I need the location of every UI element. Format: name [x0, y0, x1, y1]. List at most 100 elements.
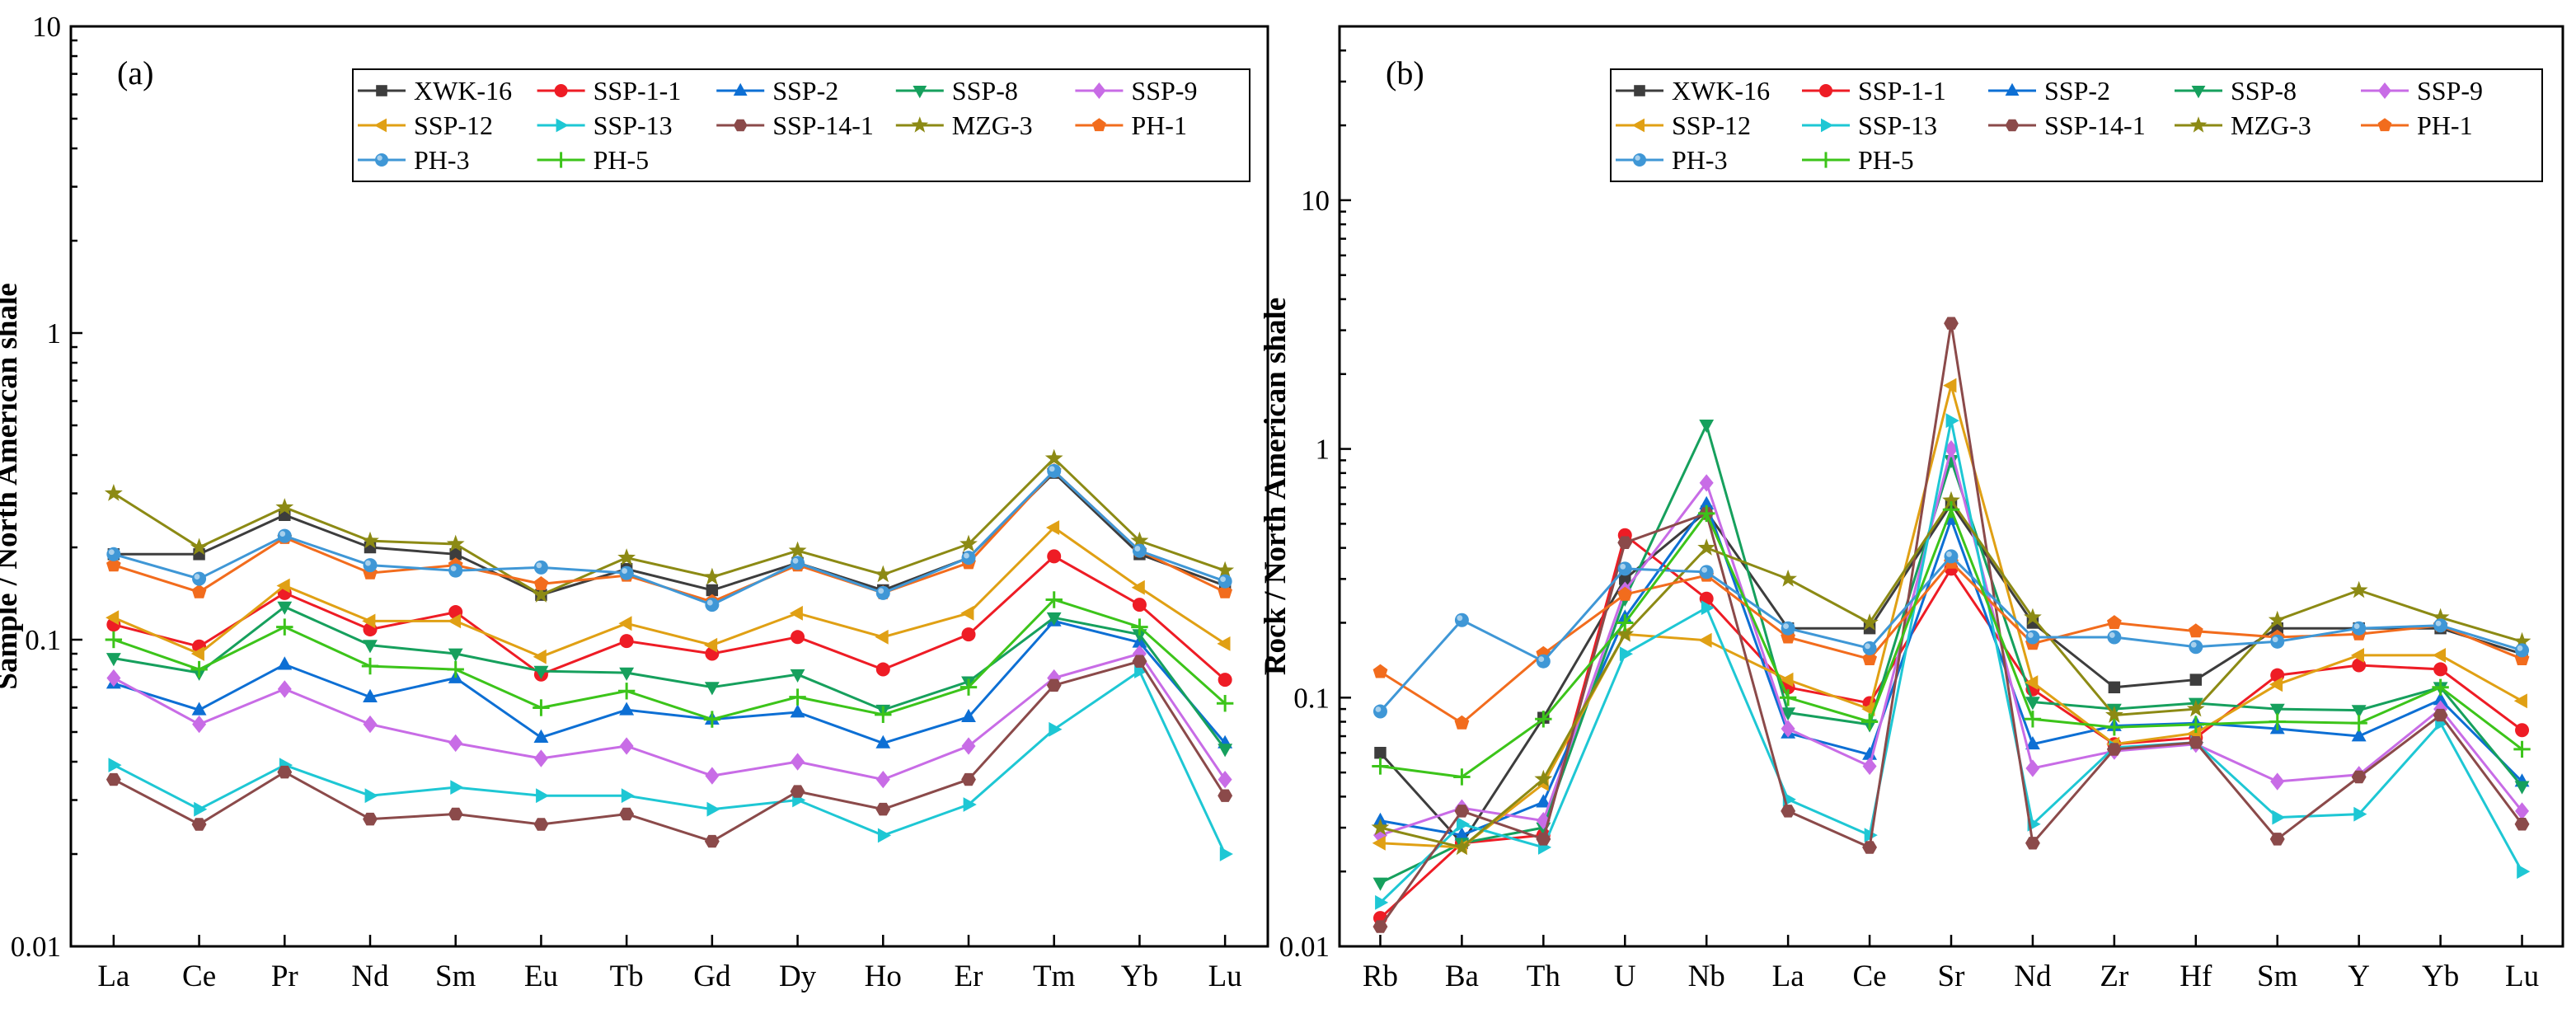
data-point-a-ssp-12-gd	[704, 637, 718, 653]
data-point-b-ssp-12-lu	[2513, 693, 2527, 709]
data-point-a-ssp-14-1-ho	[875, 802, 891, 816]
data-point-b-ssp-12-sm	[2269, 677, 2283, 692]
y-tick-label-b: 10	[1301, 185, 1330, 217]
data-point-a-ssp-14-1-eu	[533, 818, 549, 831]
data-point-b-ssp-14-1-nd	[2025, 837, 2040, 850]
data-point-a-ssp-12-sm	[447, 613, 462, 629]
data-point-b-ssp-14-1-y	[2351, 770, 2367, 784]
series-group-a	[104, 448, 1235, 861]
legend-item-a-xwk-16: XWK-16	[358, 76, 512, 106]
data-point-a-ph-5-tm	[1045, 591, 1063, 608]
data-point-a-ssp-14-1-lu	[1218, 789, 1233, 802]
data-point-a-ssp-13-er	[963, 797, 977, 812]
data-point-a-ssp-13-tb	[621, 788, 635, 804]
legend-label-a-ssp-13: SSP-13	[594, 110, 673, 140]
legend-label-b-ssp-12: SSP-12	[1672, 110, 1751, 140]
data-point-b-ph-3-sm	[2270, 634, 2285, 649]
data-point-a-ssp-1-1-tb	[619, 634, 634, 649]
data-point-b-ph-1-rb	[1372, 664, 1388, 678]
x-tick-label-a-sm: Sm	[435, 960, 476, 993]
data-point-a-ph-5-tb	[617, 683, 636, 700]
data-point-a-ssp-13-nd	[364, 788, 378, 804]
data-point-a-ssp-8-pr	[277, 601, 293, 615]
series-line-a-ssp-14-1	[113, 659, 1227, 843]
legend-label-b-ph-1: PH-1	[2417, 110, 2473, 140]
y-tick-label-a: 0.01	[11, 931, 61, 963]
x-tick-label-a-ce: Ce	[182, 960, 216, 993]
data-point-a-ssp-13-eu	[536, 788, 550, 804]
data-point-b-mzg-3-ba	[1452, 838, 1471, 856]
data-point-b-ph-1-u	[1617, 586, 1633, 601]
data-point-b-ssp-14-1-u	[1617, 536, 1633, 549]
x-tick-label-a-yb: Yb	[1121, 960, 1158, 993]
data-point-a-ph-1-la	[106, 557, 121, 572]
data-point-b-ssp-1-1-lu	[2515, 723, 2530, 738]
series-line-a-ph-3	[113, 469, 1226, 607]
data-point-b-ssp-12-rb	[1372, 835, 1386, 851]
data-point-a-ssp-9-sm	[448, 734, 463, 753]
data-point-b-ssp-12-nb	[1698, 632, 1712, 648]
data-point-b-mzg-3-sm	[2268, 610, 2287, 628]
data-point-a-ssp-12-dy	[789, 605, 803, 621]
data-point-b-ssp-14-1-lu	[2514, 818, 2530, 831]
data-point-b-ssp-2-nb	[1699, 495, 1715, 509]
legend-item-b-ssp-13: SSP-13	[1802, 110, 1937, 140]
data-point-a-ph-3-eu	[533, 560, 548, 575]
y-tick-label-a: 10	[32, 11, 61, 43]
legend-item-b-xwk-16: XWK-16	[1616, 76, 1770, 106]
legend-item-a-ssp-13: SSP-13	[537, 110, 673, 140]
y-axis-label-a: Sample / North American shale	[0, 283, 24, 689]
data-point-b-ph-5-nb	[1698, 504, 1715, 523]
data-point-a-ssp-13-ho	[877, 828, 892, 843]
data-point-a-ssp-9-pr	[277, 680, 292, 698]
y-tick-label-a: 1	[47, 317, 62, 350]
data-point-a-ph-3-dy	[791, 556, 805, 570]
data-point-a-ssp-14-1-yb	[1132, 655, 1147, 668]
data-point-a-mzg-3-sm	[446, 534, 465, 552]
data-point-a-ssp-13-lu	[1219, 847, 1233, 861]
series-line-a-ssp-12	[113, 526, 1226, 659]
data-point-a-ssp-13-la	[108, 758, 122, 772]
data-point-b-ssp-14-1-sm	[2269, 833, 2285, 846]
data-point-a-ph-5-nd	[361, 657, 379, 675]
x-tick-label-b-u: U	[1614, 960, 1636, 993]
x-tick-label-a-er: Er	[955, 960, 983, 993]
legend-label-a-ssp-14-1: SSP-14-1	[772, 110, 874, 140]
legend-label-b-ph-3: PH-3	[1672, 145, 1728, 175]
data-point-a-ssp-13-tm	[1049, 721, 1063, 737]
data-point-a-ph-3-sm	[448, 563, 463, 578]
data-point-b-ph-5-nd	[2024, 711, 2042, 728]
data-point-b-ssp-1-1-yb	[2433, 662, 2448, 677]
data-point-b-ssp-13-nb	[1701, 600, 1715, 616]
data-point-b-xwk-16-zr	[2108, 681, 2121, 694]
data-point-b-ssp-14-1-th	[1536, 833, 1551, 846]
data-point-b-ssp-12-sr	[1943, 378, 1957, 393]
data-point-b-ssp-12-yb	[2432, 648, 2446, 663]
data-point-b-mzg-3-u	[1616, 624, 1635, 642]
data-point-a-ssp-1-1-er	[961, 627, 976, 642]
data-point-a-ssp-9-ce	[192, 715, 207, 734]
data-point-b-ph-3-rb	[1372, 704, 1387, 719]
x-tick-label-b-rb: Rb	[1363, 960, 1398, 993]
data-point-a-ph-5-sm	[447, 660, 464, 678]
plot-frame-a	[69, 25, 1269, 948]
legend-item-b-ssp-8: SSP-8	[2175, 76, 2297, 106]
data-point-b-ssp-14-1-hf	[2188, 736, 2203, 749]
data-point-b-ph-3-lu	[2515, 643, 2530, 658]
data-point-b-ph-5-lu	[2513, 740, 2531, 758]
data-point-b-ssp-14-1-ce	[1862, 841, 1877, 854]
series-group-b	[1371, 317, 2531, 933]
series-a-ssp-9	[106, 645, 1232, 789]
data-point-a-mzg-3-pr	[275, 498, 294, 515]
data-point-b-ssp-9-la	[1781, 720, 1795, 738]
x-tick-label-b-ce: Ce	[1853, 960, 1887, 993]
data-point-b-ssp-14-1-la	[1781, 805, 1796, 818]
data-point-b-mzg-3-nb	[1697, 538, 1716, 556]
data-point-a-ssp-9-gd	[705, 767, 720, 785]
data-point-a-mzg-3-ho	[874, 565, 893, 583]
series-b-ph-5	[1372, 501, 2531, 786]
x-tick-label-b-yb: Yb	[2422, 960, 2459, 993]
data-point-a-ssp-1-1-tm	[1047, 549, 1062, 564]
data-point-a-ph-3-tb	[619, 566, 634, 580]
